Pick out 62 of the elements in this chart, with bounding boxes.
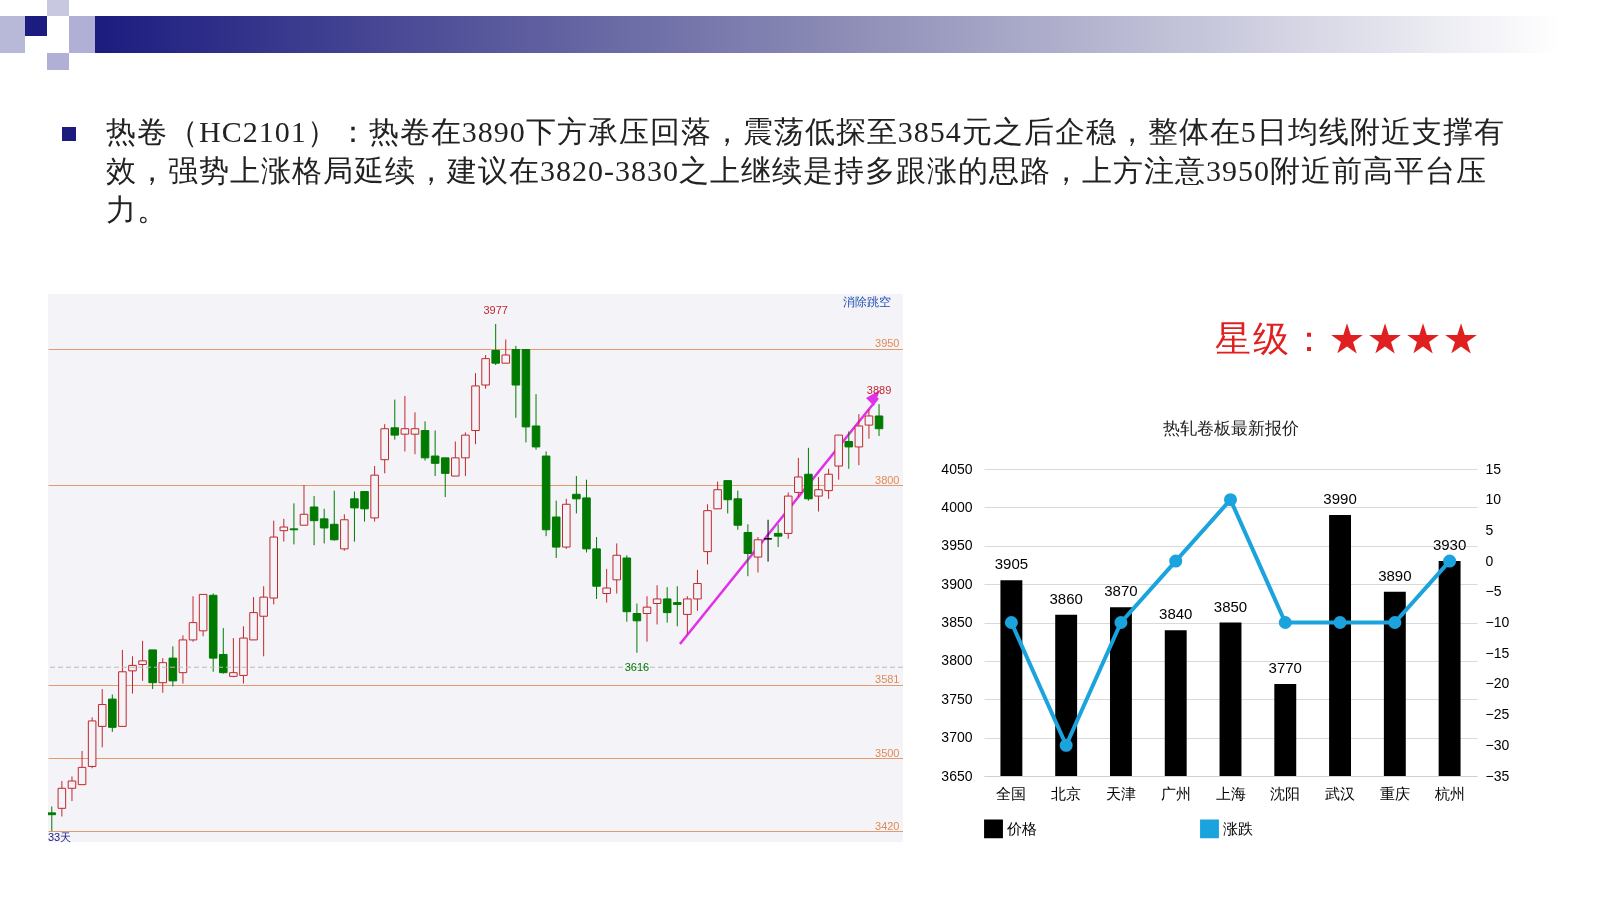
- y-tick-label: 3950: [941, 537, 973, 554]
- y-tick-label: 3700: [941, 729, 973, 746]
- y2-tick-label: 5: [1485, 521, 1494, 538]
- y-tick-label: 3900: [941, 575, 973, 592]
- annotation: 3889: [866, 384, 892, 397]
- y-tick-label: 3800: [875, 473, 900, 486]
- point: [1333, 615, 1347, 630]
- y-tick-label: 4050: [941, 460, 973, 477]
- point: [1223, 493, 1238, 507]
- point: [1059, 738, 1073, 752]
- annotation: 3616: [624, 660, 650, 673]
- legend-label: 涨跌: [1223, 820, 1253, 837]
- data-label: 3770: [1268, 658, 1302, 676]
- x-tick-label: 上海: [1215, 785, 1246, 802]
- y2-tick-label: −5: [1485, 583, 1502, 600]
- data-label: 3890: [1378, 566, 1412, 584]
- point: [1169, 554, 1183, 568]
- x-tick-label: 重庆: [1379, 785, 1410, 802]
- x-tick-label: 广州: [1160, 785, 1191, 802]
- y-tick-label: 3800: [941, 652, 973, 669]
- y-tick-label: 3650: [941, 767, 973, 784]
- text: 热卷（HC2101）：热卷在3890下方承压回落，震荡低探至3854元之后企稳，整体在5日均线附近支撑有效，强势上涨格局延续，建议在3820-3830之上继续是持多跟涨的思路，上方注意3950附近前高平台压力。: [106, 114, 1506, 228]
- legend-label: 价格: [1006, 820, 1037, 837]
- y-tick-label: 3581: [875, 673, 900, 686]
- point: [1004, 615, 1018, 630]
- x-tick-label: 杭州: [1433, 785, 1465, 802]
- point: [1443, 554, 1457, 568]
- annotation: 3977: [483, 304, 508, 317]
- y2-tick-label: −25: [1485, 706, 1510, 723]
- y-tick-label: 3950: [875, 337, 900, 350]
- text: 星级：★★★★: [1215, 318, 1481, 361]
- x-tick-label: 北京: [1051, 785, 1082, 802]
- y2-tick-label: 15: [1485, 460, 1502, 477]
- annotation: 消除跳空: [843, 294, 891, 311]
- y2-tick-label: −30: [1485, 736, 1510, 753]
- y2-tick-label: 0: [1485, 552, 1494, 569]
- point: [1278, 615, 1292, 630]
- y2-tick-label: 10: [1485, 491, 1502, 508]
- data-label: 3990: [1323, 490, 1357, 508]
- x-tick-label: 天津: [1105, 785, 1136, 802]
- data-label: 3930: [1432, 536, 1467, 554]
- data-label: 3860: [1049, 589, 1083, 607]
- data-label: 3850: [1213, 597, 1248, 615]
- y2-tick-label: −10: [1485, 614, 1510, 630]
- x-tick-label: 武汉: [1325, 785, 1356, 802]
- data-label: 3870: [1104, 582, 1138, 600]
- annotation: 33天: [48, 830, 72, 845]
- y-tick-label: 3850: [941, 614, 973, 630]
- y-tick-label: 3500: [875, 746, 900, 759]
- data-label: 3905: [994, 555, 1029, 573]
- y-tick-label: 3420: [875, 819, 900, 832]
- x-tick-label: 全国: [996, 785, 1027, 802]
- y-tick-label: 3750: [941, 690, 973, 707]
- y2-tick-label: −15: [1485, 644, 1510, 661]
- y-tick-label: 4000: [941, 498, 973, 515]
- x-tick-label: 沈阳: [1270, 785, 1301, 802]
- point: [1388, 615, 1402, 630]
- data-label: 3840: [1159, 605, 1193, 623]
- chart-title: 热轧卷板最新报价: [1162, 419, 1299, 438]
- point: [1114, 615, 1128, 630]
- y2-tick-label: −35: [1485, 767, 1510, 784]
- y2-tick-label: −20: [1485, 675, 1510, 692]
